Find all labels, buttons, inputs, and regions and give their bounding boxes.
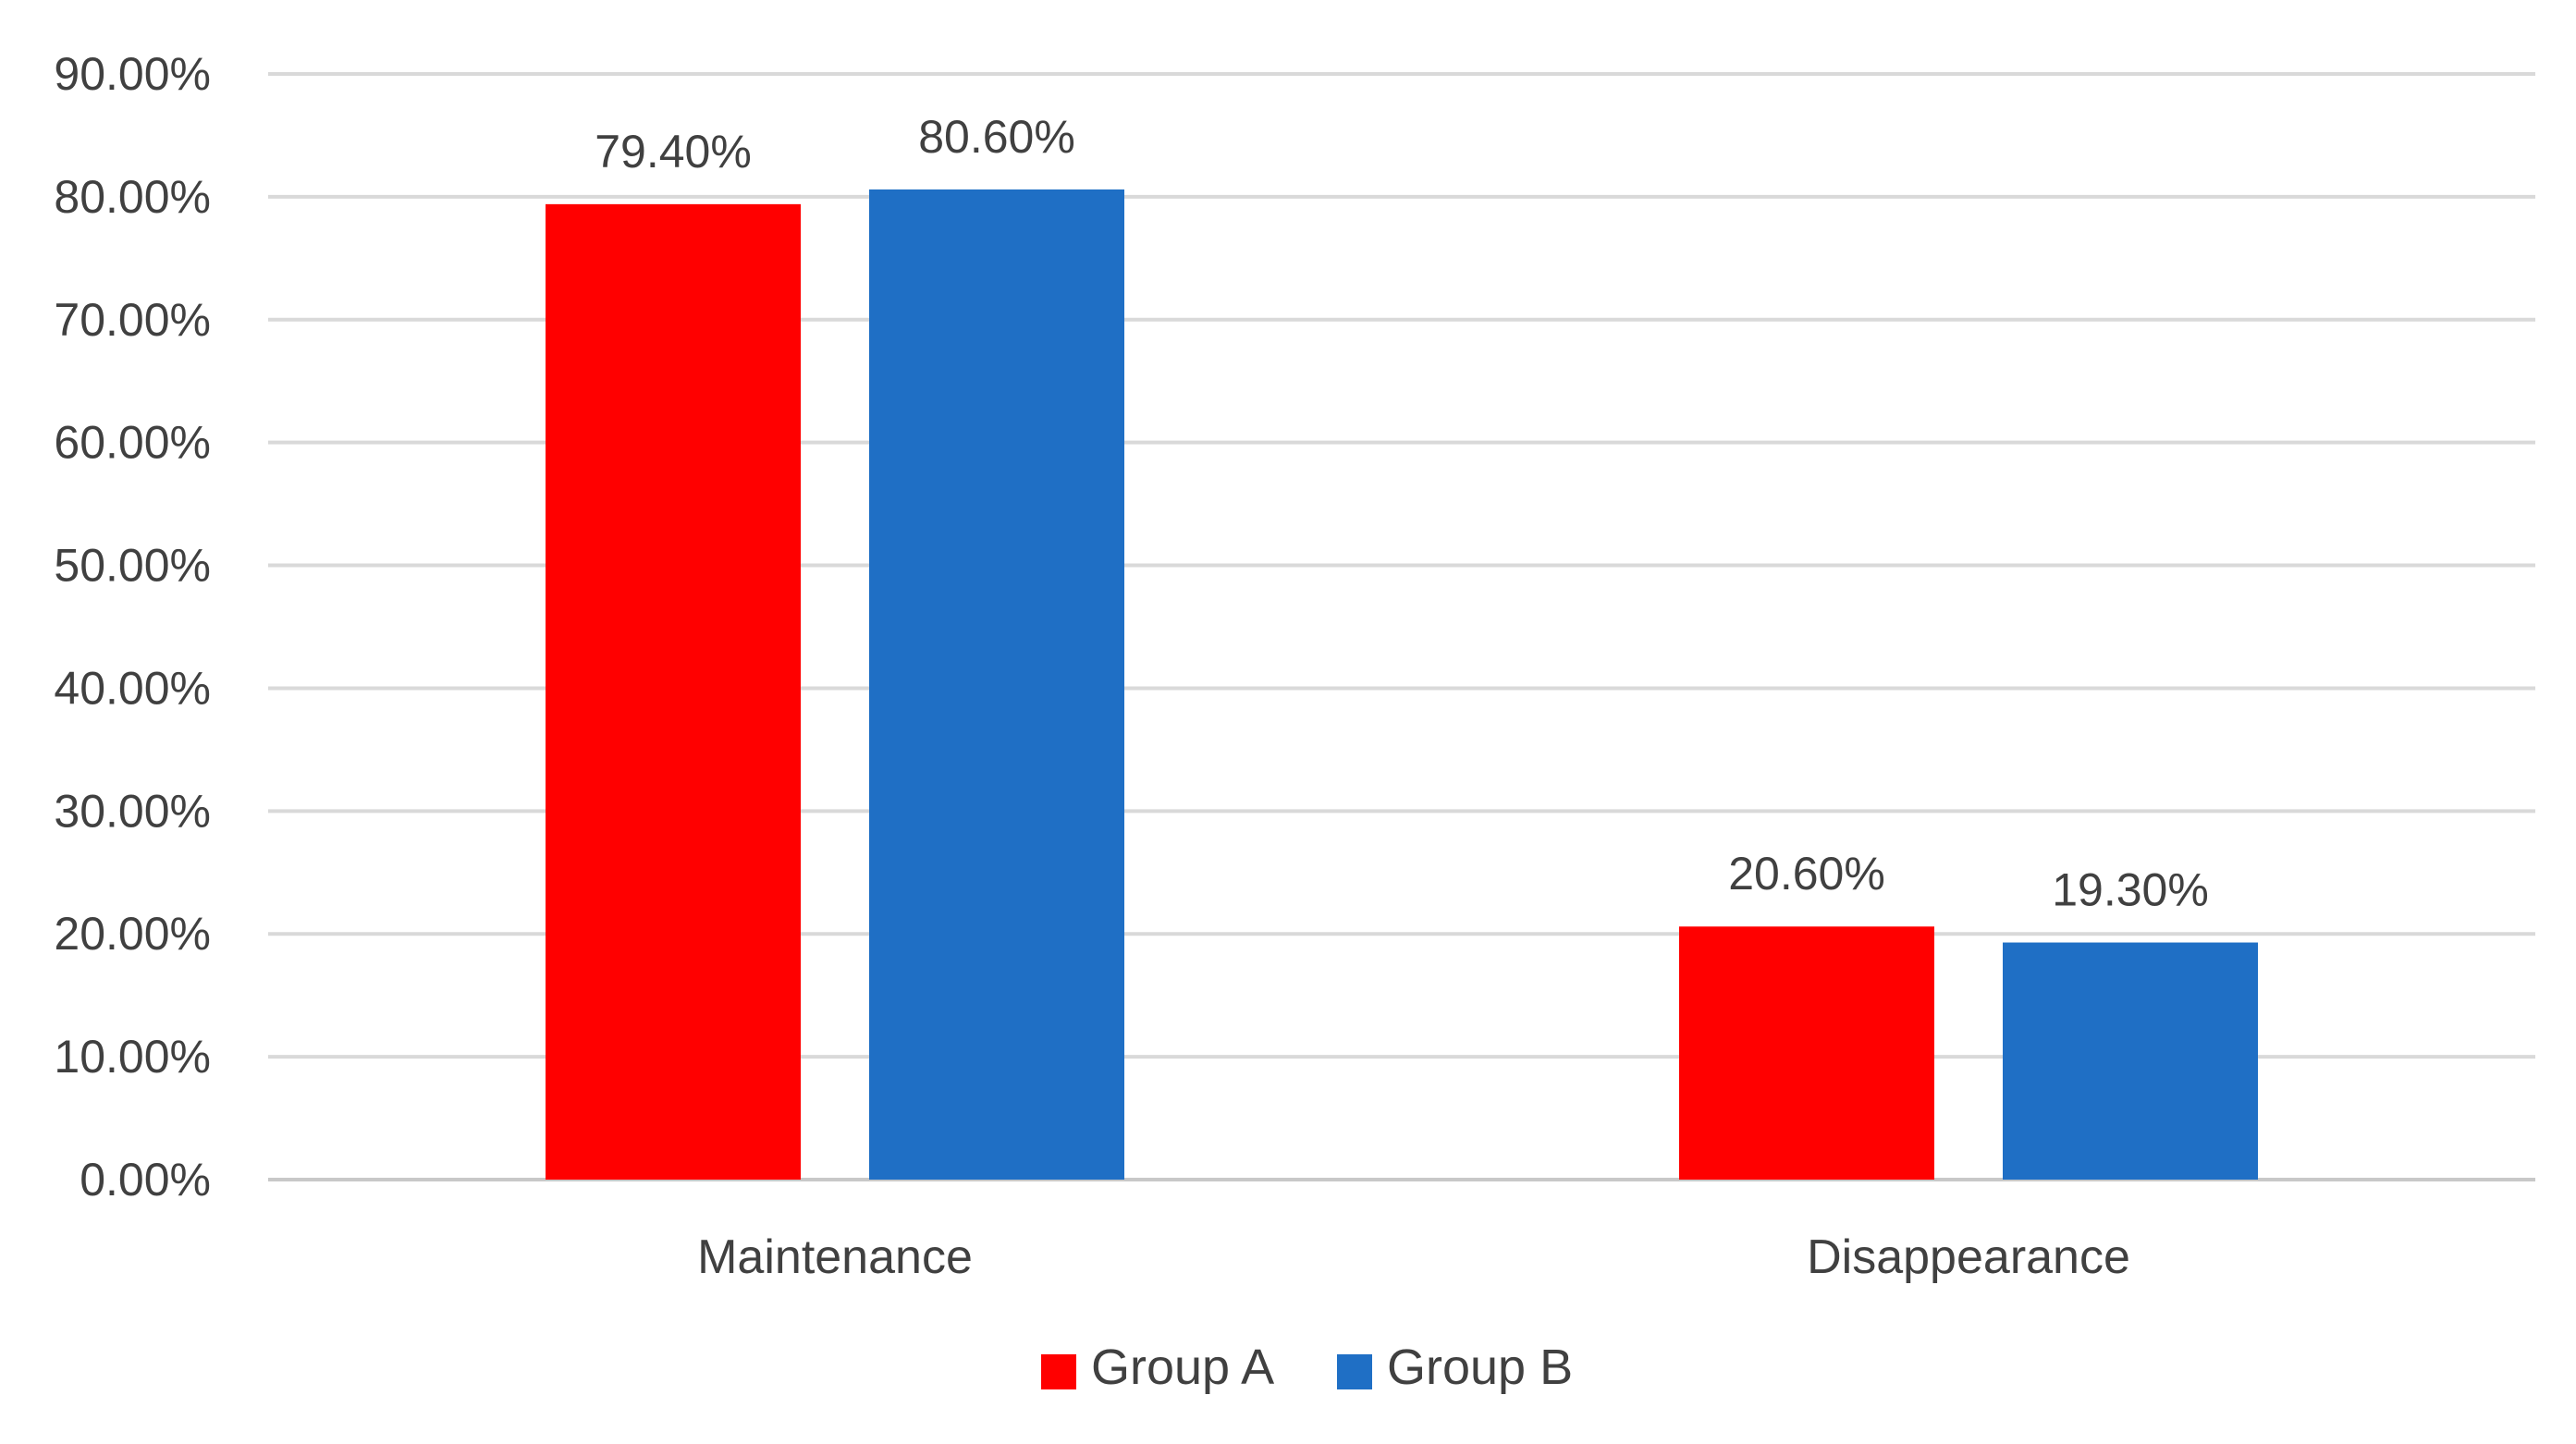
y-tick-label: 30.00% <box>54 785 211 837</box>
y-tick-label: 90.00% <box>54 48 211 100</box>
bars <box>546 189 2258 1181</box>
data-label: 20.60% <box>1728 848 1885 899</box>
y-tick-label: 50.00% <box>54 540 211 592</box>
category-label: Maintenance <box>697 1230 973 1284</box>
y-tick-label: 0.00% <box>80 1154 211 1205</box>
data-label: 79.40% <box>595 126 752 177</box>
bar-group-b-disappearance <box>2003 942 2258 1180</box>
bar-group-a-disappearance <box>1679 926 1934 1180</box>
legend-swatch <box>1041 1354 1076 1389</box>
legend-label: Group A <box>1091 1340 1274 1395</box>
bar-group-a-maintenance <box>546 203 801 1181</box>
legend-swatch <box>1337 1354 1372 1389</box>
y-tick-label: 80.00% <box>54 171 211 223</box>
x-axis-category-labels: Maintenance Disappearance <box>697 1230 2130 1284</box>
y-tick-label: 40.00% <box>54 662 211 714</box>
y-tick-label: 60.00% <box>54 417 211 469</box>
category-label: Disappearance <box>1807 1230 2130 1284</box>
y-tick-label: 10.00% <box>54 1031 211 1083</box>
y-tick-label: 70.00% <box>54 294 211 346</box>
data-label: 80.60% <box>918 111 1075 163</box>
legend-label: Group B <box>1387 1340 1573 1395</box>
legend: Group A Group B <box>1041 1340 1573 1395</box>
data-labels: 79.40% 80.60% 20.60% 19.30% <box>595 111 2209 916</box>
y-tick-label: 20.00% <box>54 908 211 960</box>
y-axis-tick-labels: 0.00% 10.00% 20.00% 30.00% 40.00% 50.00% 60.00… <box>54 48 211 1205</box>
data-label: 19.30% <box>2052 864 2209 916</box>
bar-group-b-maintenance <box>869 189 1124 1181</box>
